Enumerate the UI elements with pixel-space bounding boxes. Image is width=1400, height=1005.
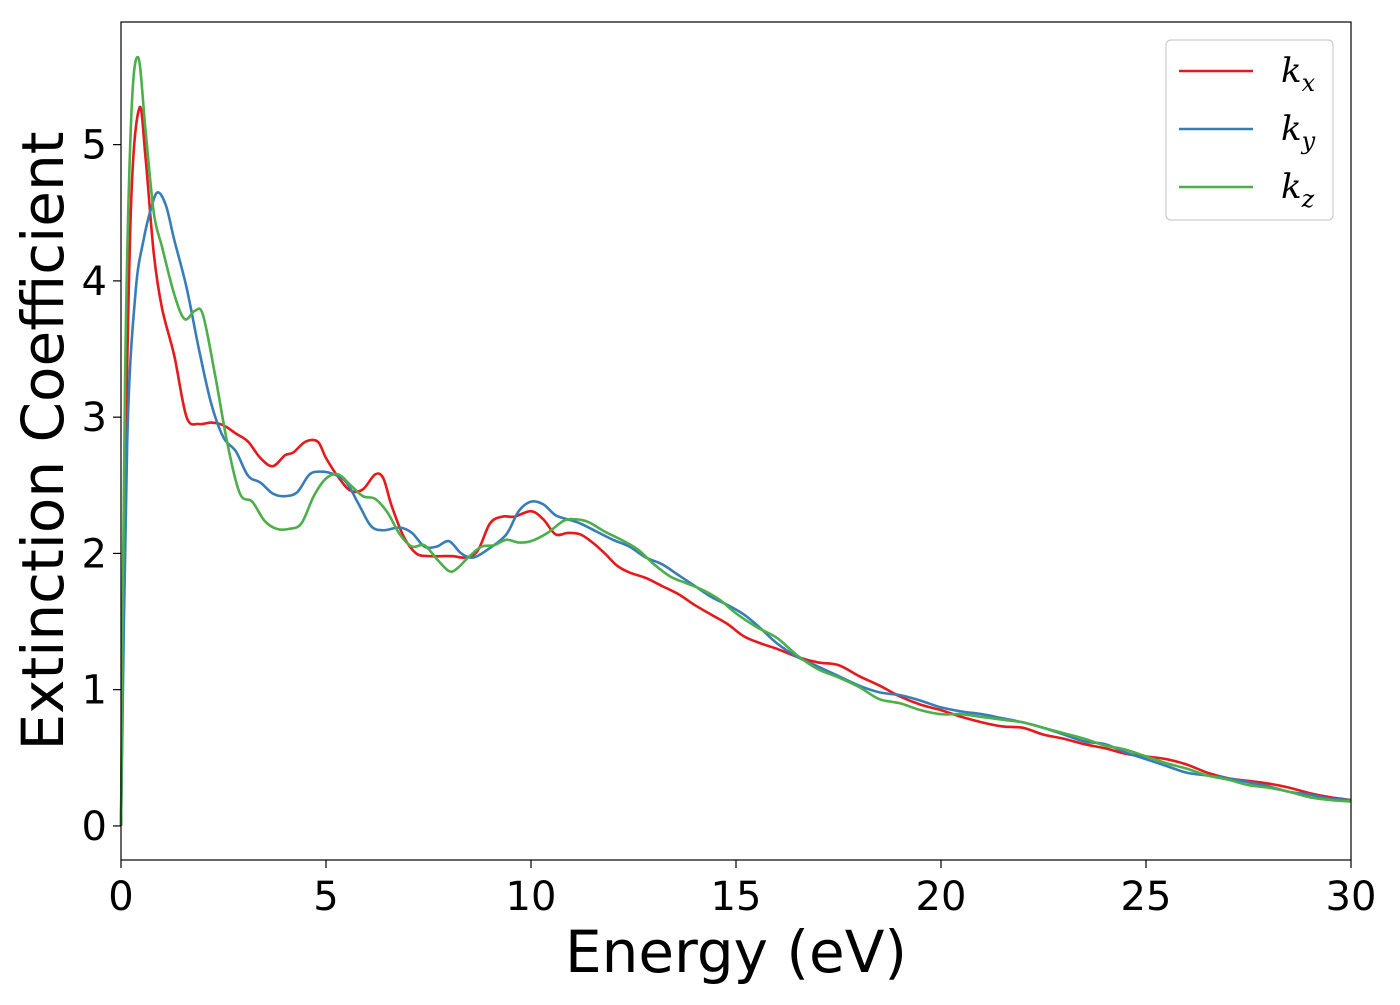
x-tick-label: 5 <box>313 874 338 920</box>
x-tick-label: 20 <box>916 874 967 920</box>
y-tick-label: 3 <box>82 395 107 441</box>
legend: kx ky kz <box>1165 39 1334 221</box>
series-line-x <box>119 105 1352 826</box>
x-tick-label: 0 <box>108 874 133 920</box>
y-tick-label: 2 <box>82 531 107 577</box>
y-axis: 0 1 2 3 4 5 <box>82 123 121 850</box>
series-line-z <box>119 55 1352 826</box>
x-tick-label: 15 <box>711 874 762 920</box>
x-tick-label: 30 <box>1326 874 1377 920</box>
x-axis-title: Energy (eV) <box>565 918 907 986</box>
y-tick-label: 1 <box>82 668 107 714</box>
legend-label-z: kz <box>1281 167 1315 213</box>
x-tick-label: 25 <box>1121 874 1172 920</box>
y-tick-label: 4 <box>82 259 107 305</box>
y-tick-label: 5 <box>82 123 107 169</box>
y-axis-title: Extinction Coefficient <box>9 132 77 751</box>
series-line-y <box>119 191 1352 826</box>
y-tick-label: 0 <box>82 804 107 850</box>
x-axis: 0 5 10 15 20 25 30 <box>108 860 1376 920</box>
legend-label-y: ky <box>1281 109 1316 155</box>
series-layer <box>119 55 1352 826</box>
x-tick-label: 10 <box>506 874 557 920</box>
plot-background <box>121 22 1351 860</box>
legend-label-x: kx <box>1281 51 1316 97</box>
